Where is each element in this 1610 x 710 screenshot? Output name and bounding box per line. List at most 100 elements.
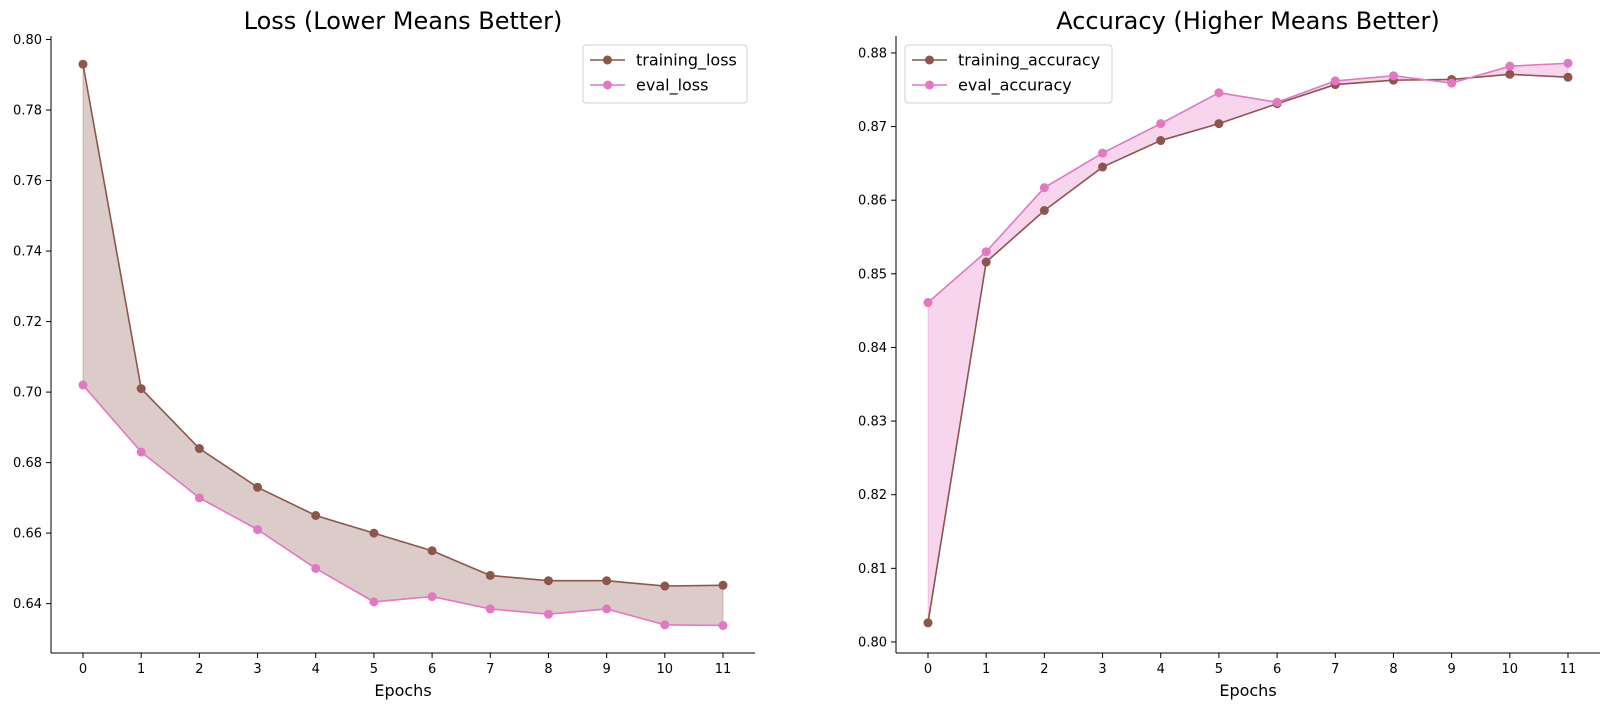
- legend-box: [904, 44, 1113, 104]
- data-point-eval_accuracy: [1098, 148, 1108, 158]
- y-tick-label: 0.83: [858, 415, 887, 430]
- data-point-training_loss: [602, 576, 612, 586]
- data-point-training_accuracy: [1214, 119, 1224, 129]
- data-point-training_loss: [253, 482, 263, 492]
- y-tick-label: 0.88: [858, 46, 887, 61]
- data-point-training_loss: [136, 384, 146, 394]
- y-tick-label: 0.80: [13, 33, 42, 48]
- y-tick-label: 0.78: [13, 104, 42, 119]
- series-training_loss: [78, 59, 728, 591]
- data-point-eval_loss: [602, 604, 612, 614]
- x-tick-label: 7: [486, 662, 494, 677]
- data-point-training_loss: [369, 528, 379, 538]
- y-tick-label: 0.87: [858, 120, 887, 135]
- data-point-eval_loss: [543, 609, 553, 619]
- fill-between-area: [927, 62, 1569, 623]
- data-point-training_accuracy: [1098, 162, 1108, 172]
- data-point-eval_accuracy: [1156, 119, 1166, 129]
- chart-1: Accuracy (Higher Means Better) 0 1 2 3 4 5 6 7 8 9…: [858, 7, 1600, 700]
- data-point-eval_loss: [718, 620, 728, 630]
- x-axis-title: Epochs: [374, 681, 431, 700]
- y-tick-label: 0.76: [13, 174, 42, 189]
- x-tick-label: 8: [1389, 662, 1397, 677]
- x-tick-label: 10: [1502, 662, 1519, 677]
- x-tick-label: 8: [544, 662, 552, 677]
- data-point-eval_accuracy: [981, 247, 991, 257]
- data-point-eval_loss: [485, 604, 495, 614]
- data-point-training_accuracy: [1156, 136, 1166, 146]
- x-tick-label: 2: [195, 662, 203, 677]
- series-line-training_accuracy: [927, 73, 1569, 623]
- data-point-eval_accuracy: [1039, 183, 1049, 193]
- data-point-eval_loss: [78, 380, 88, 390]
- data-point-eval_accuracy: [923, 298, 933, 308]
- y-tick-label: 0.82: [858, 488, 887, 503]
- x-tick-label: 1: [137, 662, 145, 677]
- x-tick-label: 6: [428, 662, 436, 677]
- x-tick-label: 5: [370, 662, 378, 677]
- x-tick-label: 7: [1331, 662, 1339, 677]
- series-line-eval_accuracy: [927, 62, 1569, 304]
- data-point-eval_loss: [427, 592, 437, 602]
- data-point-eval_loss: [660, 620, 670, 630]
- y-tick-label: 0.64: [13, 597, 42, 612]
- x-tick-label: 5: [1215, 662, 1223, 677]
- series-line-eval_loss: [82, 384, 724, 627]
- y-tick-label: 0.81: [858, 562, 887, 577]
- data-point-training_loss: [543, 576, 553, 586]
- legend-label: eval_loss: [636, 76, 708, 96]
- legend: training_accuracy eval_accuracy: [904, 44, 1113, 104]
- y-tick-label: 0.80: [858, 635, 887, 650]
- x-tick-label: 4: [312, 662, 320, 677]
- series-line-training_loss: [82, 64, 724, 587]
- data-point-eval_accuracy: [1388, 71, 1398, 81]
- data-point-training_loss: [660, 581, 670, 591]
- data-point-training_loss: [485, 570, 495, 580]
- y-tick-label: 0.68: [13, 456, 42, 471]
- data-point-eval_loss: [194, 493, 204, 503]
- data-point-training_accuracy: [1563, 72, 1573, 82]
- x-tick-label: 3: [253, 662, 261, 677]
- x-tick-label: 11: [1560, 662, 1577, 677]
- x-tick-label: 11: [715, 662, 732, 677]
- data-point-training_accuracy: [981, 257, 991, 267]
- data-point-eval_accuracy: [1505, 61, 1515, 71]
- data-point-eval_accuracy: [1214, 88, 1224, 98]
- chart-title: Accuracy (Higher Means Better): [1056, 7, 1440, 35]
- series-eval_accuracy: [923, 58, 1573, 308]
- legend-marker: [925, 55, 934, 65]
- data-point-eval_loss: [369, 597, 379, 607]
- legend-label: eval_accuracy: [958, 76, 1072, 96]
- y-tick-label: 0.66: [13, 527, 42, 542]
- data-point-training_accuracy: [1505, 69, 1515, 79]
- x-tick-label: 0: [79, 662, 87, 677]
- x-tick-label: 9: [602, 662, 610, 677]
- legend-label: training_accuracy: [958, 51, 1100, 71]
- series-eval_loss: [78, 380, 728, 630]
- legend-label: training_loss: [636, 51, 737, 71]
- legend: training_loss eval_loss: [582, 44, 748, 104]
- data-point-training_loss: [718, 580, 728, 590]
- y-tick-label: 0.70: [13, 386, 42, 401]
- data-point-eval_accuracy: [1272, 97, 1282, 107]
- x-tick-label: 3: [1098, 662, 1106, 677]
- y-tick-label: 0.74: [13, 245, 42, 260]
- x-tick-label: 2: [1040, 662, 1048, 677]
- data-point-training_loss: [427, 546, 437, 556]
- y-tick-label: 0.84: [858, 341, 887, 356]
- x-tick-label: 4: [1157, 662, 1165, 677]
- data-point-eval_accuracy: [1563, 58, 1573, 68]
- data-point-training_loss: [194, 444, 204, 454]
- x-tick-label: 10: [657, 662, 674, 677]
- x-axis-title: Epochs: [1219, 681, 1276, 700]
- data-point-eval_loss: [136, 447, 146, 457]
- y-tick-label: 0.86: [858, 194, 887, 209]
- data-point-eval_accuracy: [1330, 76, 1340, 86]
- legend-marker: [603, 55, 612, 65]
- data-point-eval_accuracy: [1447, 78, 1457, 88]
- x-tick-label: 9: [1447, 662, 1455, 677]
- x-tick-label: 6: [1273, 662, 1281, 677]
- series-training_accuracy: [923, 69, 1573, 628]
- chart-title: Loss (Lower Means Better): [244, 7, 563, 35]
